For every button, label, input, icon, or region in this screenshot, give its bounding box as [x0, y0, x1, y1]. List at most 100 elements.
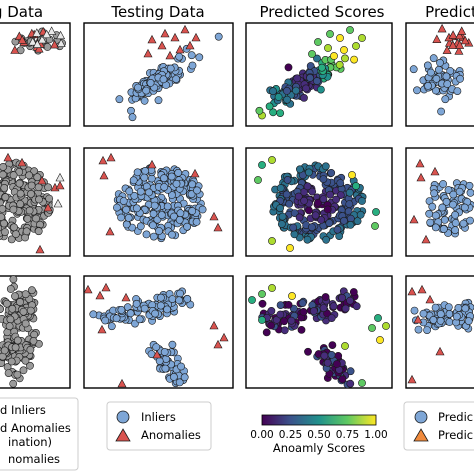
score-point — [340, 216, 348, 225]
inlier-point — [439, 180, 447, 188]
training-point — [0, 346, 9, 355]
inlier-point — [124, 213, 133, 222]
score-point — [341, 342, 349, 350]
score-point — [346, 379, 355, 388]
score-point — [346, 296, 354, 305]
score-point — [277, 220, 286, 228]
training-point — [9, 275, 18, 284]
legend-anomaly-label: Anomalies — [141, 428, 201, 442]
score-point — [316, 85, 325, 94]
training-point — [11, 230, 20, 238]
inlier-point — [141, 166, 150, 175]
inlier-point — [431, 303, 440, 312]
inlier-point — [172, 179, 181, 188]
score-point — [340, 46, 348, 54]
score-point — [335, 60, 344, 69]
colorbar-tick-0: 0.00 — [250, 429, 273, 441]
legend-col1-item-3: ination) — [8, 435, 52, 449]
score-point — [371, 222, 379, 230]
anomaly-point — [407, 286, 417, 296]
legend-col1: d Inliers d Anomalies ination) nomalies — [0, 397, 79, 471]
inlier-point — [140, 96, 149, 105]
training-point — [27, 181, 36, 190]
anomaly-point — [413, 314, 423, 324]
inlier-point — [133, 168, 142, 177]
inlier-point — [431, 211, 440, 220]
inlier-point — [423, 326, 431, 334]
inlier-point — [188, 61, 197, 70]
score-point — [346, 220, 355, 229]
legend-col1-item-1: d Inliers — [0, 403, 46, 417]
anomaly-point — [460, 35, 470, 45]
score-point — [327, 350, 336, 359]
inlier-point — [119, 197, 128, 205]
training-point — [0, 224, 2, 232]
inlier-point — [451, 226, 459, 235]
panel-r3c4 — [405, 275, 474, 389]
score-point — [321, 293, 330, 301]
training-point — [19, 366, 28, 375]
anomaly-point — [99, 170, 109, 180]
score-point — [308, 50, 316, 58]
score-point — [327, 168, 336, 177]
panel-r1c3 — [245, 22, 393, 127]
inlier-point — [175, 296, 183, 305]
score-point — [272, 315, 281, 324]
inlier-point — [414, 325, 423, 334]
training-point — [22, 227, 31, 236]
inlier-point — [175, 378, 184, 387]
score-point — [317, 63, 326, 72]
score-point — [333, 225, 342, 234]
inlier-point — [461, 304, 470, 313]
training-point — [21, 356, 30, 365]
panel-r2c2 — [83, 147, 234, 257]
anomaly-point — [3, 152, 13, 162]
score-point — [303, 235, 312, 244]
inlier-point — [449, 200, 457, 209]
colorbar-tick-4: 1.00 — [364, 429, 387, 441]
score-point — [356, 210, 365, 219]
training-point — [0, 163, 7, 171]
score-point — [284, 63, 293, 72]
score-point — [276, 310, 285, 319]
score-point — [255, 106, 264, 115]
score-point — [336, 179, 345, 187]
anomaly-point — [117, 378, 127, 388]
panel-r3c3 — [245, 275, 393, 389]
inlier-point — [136, 222, 145, 231]
score-point — [276, 204, 284, 213]
score-point — [300, 94, 308, 102]
training-point — [16, 189, 25, 198]
training-anomaly-point — [53, 198, 63, 208]
inlier-point — [150, 201, 159, 210]
panel-r1c4 — [405, 22, 474, 127]
score-point — [293, 74, 302, 83]
score-point — [289, 223, 298, 232]
anomaly-point — [455, 40, 465, 49]
anomaly-point — [10, 45, 20, 54]
anomaly-point — [35, 244, 45, 254]
score-point — [308, 187, 317, 196]
training-point — [0, 198, 4, 207]
inlier-point — [438, 203, 447, 212]
score-point — [346, 367, 355, 376]
anomaly-point — [430, 166, 440, 176]
anomaly-point — [213, 222, 223, 232]
training-anomaly-point — [56, 38, 66, 48]
score-point — [309, 307, 318, 315]
score-point — [258, 299, 267, 308]
panel-r3c2 — [83, 275, 234, 389]
inlier-point — [451, 219, 460, 227]
anomaly-point — [165, 50, 175, 60]
training-point — [9, 205, 18, 214]
score-point — [286, 244, 294, 252]
score-point — [268, 284, 276, 292]
inlier-point — [425, 209, 434, 218]
inlier-point — [187, 190, 196, 199]
inlier-point — [428, 202, 437, 211]
inlier-point — [424, 82, 432, 90]
anomaly-point — [437, 23, 447, 33]
inlier-point — [159, 75, 168, 84]
score-point — [311, 211, 320, 220]
score-point — [353, 217, 362, 225]
